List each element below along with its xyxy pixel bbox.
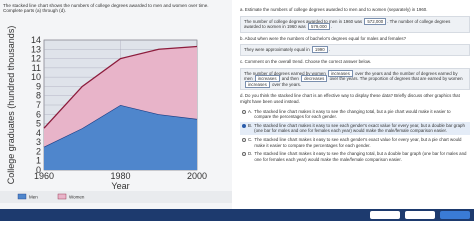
chart-panel: The stacked line chart shows the numbers… <box>0 0 232 209</box>
question-prompt: d. Do you think the stacked line chart i… <box>240 93 460 104</box>
legend-swatch <box>17 193 27 200</box>
x-tick-label: 1960 <box>34 171 54 181</box>
option-letter: D. <box>248 151 253 157</box>
radio-button[interactable] <box>242 137 246 142</box>
answer-text: . <box>328 47 330 53</box>
y-tick-label: 13 <box>31 44 41 54</box>
answer-box: They were approximately equal in 1990. <box>240 44 470 56</box>
radio-button[interactable] <box>242 152 246 157</box>
page: The stacked line chart shows the numbers… <box>0 0 474 221</box>
answer-text: over the years. The proportion of degree… <box>328 76 463 82</box>
option[interactable]: A. The stacked line chart makes it easy t… <box>240 108 470 121</box>
area <box>44 46 197 147</box>
option-text: The stacked line chart makes it easy to … <box>254 108 451 120</box>
answer-text: . <box>330 24 333 30</box>
y-tick-label: 10 <box>31 72 41 82</box>
answer-text: The number of degrees earned by women <box>244 70 327 76</box>
instruction: The stacked line chart shows the numbers… <box>3 3 209 14</box>
question-prompt: a. Estimate the numbers of college degre… <box>240 7 428 12</box>
answer-field[interactable]: increases <box>245 80 270 88</box>
y-tick-label: 0 <box>36 165 41 175</box>
option-text: The stacked line chart makes it easy to … <box>254 122 465 134</box>
x-axis-label: Year <box>111 181 129 191</box>
answer-text: over the years and the number of degrees… <box>244 70 458 82</box>
option[interactable]: C. The stacked line chart makes it easy t… <box>240 136 470 149</box>
button[interactable] <box>370 211 400 219</box>
answer-box: The number of degrees earned by women in… <box>240 67 470 91</box>
radio-button[interactable] <box>242 109 246 114</box>
answer-text: . The number of college degrees awarded … <box>244 18 451 30</box>
area <box>44 105 197 170</box>
option-text: The stacked line chart makes it easy to … <box>254 136 462 148</box>
y-tick-label: 11 <box>32 63 41 73</box>
x-tick-label: 1980 <box>110 171 130 181</box>
answer-text: They were approximately equal in <box>244 47 311 53</box>
option-letter: B. <box>248 122 253 128</box>
y-tick-label: 2 <box>36 146 41 156</box>
x-tick-label: 2000 <box>187 171 207 181</box>
legend-label: Women <box>69 195 85 200</box>
answer-field[interactable]: 579,000 <box>307 23 330 31</box>
legend-label: Men <box>29 195 38 200</box>
answer-text: and then <box>280 76 301 82</box>
y-tick-label: 8 <box>36 91 41 101</box>
y-axis-label: College graduates (hundred thousands) <box>6 26 16 185</box>
option-letter: A. <box>248 108 253 114</box>
answer-field[interactable]: 572,000 <box>364 17 387 25</box>
y-tick-label: 5 <box>36 119 41 129</box>
option-letter: C. <box>248 136 253 142</box>
radio-button[interactable] <box>242 123 246 128</box>
answer-text: over the years. <box>270 81 302 87</box>
answer-text: The number of college degrees awarded to… <box>244 18 364 24</box>
y-tick-label: 3 <box>36 137 41 147</box>
y-tick-label: 14 <box>31 35 41 45</box>
y-tick-label: 7 <box>36 100 41 110</box>
y-tick-label: 9 <box>36 81 41 91</box>
y-tick-label: 6 <box>36 109 41 119</box>
bottom-bar <box>0 209 474 221</box>
y-tick-label: 12 <box>31 54 41 64</box>
answer-box: The number of college degrees awarded to… <box>240 15 470 33</box>
option[interactable]: B. The stacked line chart makes it easy t… <box>240 121 470 135</box>
button[interactable] <box>405 211 435 219</box>
question-panel: a. Estimate the numbers of college degre… <box>240 4 470 164</box>
answer-field[interactable]: decreases <box>301 75 328 83</box>
line <box>43 45 198 129</box>
question-prompt: b. About when were the numbers of bachel… <box>240 35 407 41</box>
button[interactable] <box>440 211 470 219</box>
answer-field[interactable]: increases <box>327 69 353 77</box>
legend-swatch <box>57 193 67 200</box>
y-tick-label: 1 <box>36 156 41 166</box>
question-prompt: c. Comment on the overall trend. Choose … <box>240 58 372 64</box>
option[interactable]: D. The stacked line chart makes it easy t… <box>240 150 470 163</box>
option-text: The stacked line chart makes it easy to … <box>254 151 467 162</box>
y-tick-label: 4 <box>36 128 41 138</box>
answer-field[interactable]: 1990 <box>311 46 328 54</box>
answer-field[interactable]: increases <box>254 75 280 83</box>
